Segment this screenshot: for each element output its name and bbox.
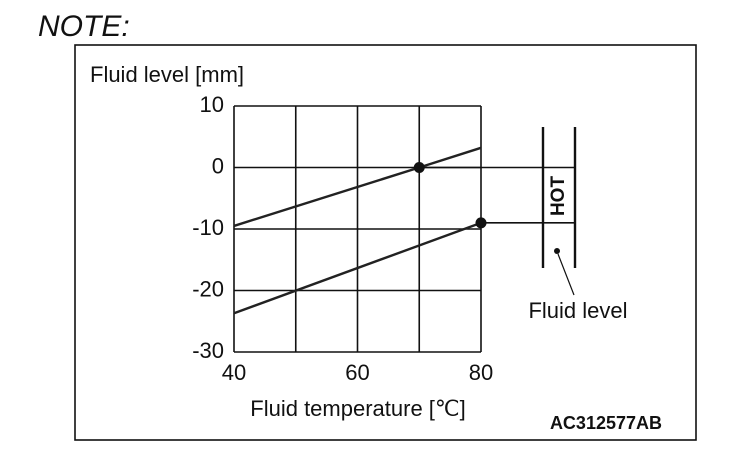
leader-line <box>557 253 575 296</box>
y-axis-title: Fluid level [mm] <box>90 62 244 87</box>
point-marker <box>475 217 487 229</box>
y-tick-label: 0 <box>212 153 224 178</box>
gauge-dot <box>554 248 560 254</box>
x-tick-label: 40 <box>222 360 246 385</box>
y-tick-label: 10 <box>200 92 224 117</box>
y-tick-label: -30 <box>192 338 224 363</box>
level-gauge <box>541 127 577 296</box>
figure-code: AC312577AB <box>550 413 662 433</box>
note-box <box>74 44 697 441</box>
note-title: NOTE: <box>38 10 130 43</box>
annotation: Fluid level <box>528 298 627 323</box>
x-tick-label: 80 <box>469 360 493 385</box>
x-axis-title: Fluid temperature [℃] <box>250 396 465 421</box>
hot-label: HOT <box>548 176 569 217</box>
series-line <box>233 221 482 315</box>
x-tick-label: 60 <box>345 360 369 385</box>
point-marker <box>413 162 425 173</box>
y-tick-label: -20 <box>192 276 224 301</box>
y-tick-label: -10 <box>192 215 224 240</box>
